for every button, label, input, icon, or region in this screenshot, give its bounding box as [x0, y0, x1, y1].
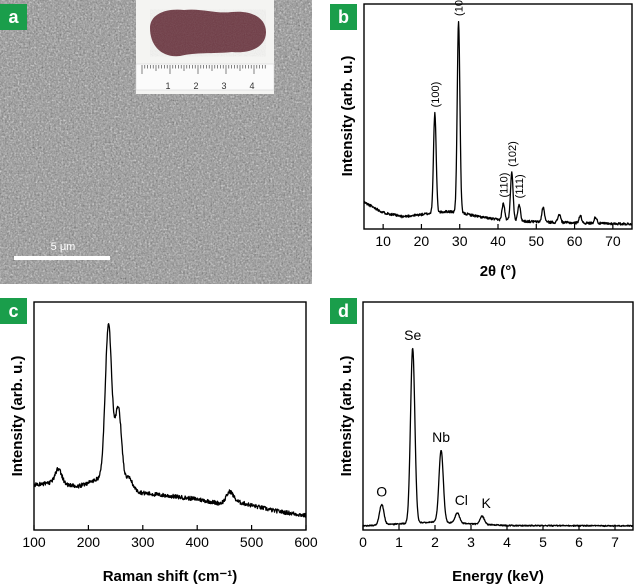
xlabel-c: Raman shift (cm⁻¹): [103, 568, 238, 585]
plot-frame-d: [362, 301, 634, 531]
x-tick-label: 100: [22, 534, 46, 550]
spectrum-line: [33, 323, 307, 518]
ruler-label-4: 4: [249, 81, 254, 91]
x-tick-label: 400: [186, 534, 210, 550]
x-tick-label: 500: [240, 534, 264, 550]
x-tick-label: 30: [452, 233, 468, 249]
scale-bar: [14, 256, 110, 260]
panel-b-label: b: [338, 7, 349, 27]
panel-a-label-box: [0, 4, 27, 30]
peak-label: K: [481, 495, 491, 511]
panel-a: 1 2 3 4 5 μm a: [0, 0, 312, 284]
x-tick-label: 3: [467, 534, 475, 550]
x-tick-label: 40: [490, 233, 506, 249]
panel-d-label: d: [338, 301, 349, 321]
x-tick-label: 2: [431, 534, 439, 550]
photo-inset: 1 2 3 4: [135, 0, 275, 94]
x-tick-label: 6: [575, 534, 583, 550]
peak-label: O: [376, 483, 387, 499]
peak-label: (110): [498, 173, 510, 198]
plot-area-c: 100 200 300 400 500 600: [22, 323, 318, 550]
spectrum-line: [363, 21, 633, 226]
panel-c-label: c: [8, 301, 18, 321]
panel-c-label-box: [0, 298, 27, 324]
panel-d-label-box: [330, 298, 357, 324]
panel-b-label-box: [330, 4, 357, 30]
x-tick-label: 20: [414, 233, 430, 249]
spectrum-line: [362, 347, 634, 528]
plot-frame-c: [33, 301, 307, 531]
peak-label: Cl: [455, 492, 468, 508]
peak-label: (111): [514, 174, 526, 198]
x-tick-label: 1: [395, 534, 403, 550]
x-tick-label: 7: [611, 534, 619, 550]
plot-area-b: 10 20 30 40 50 60 70 (100) (101) (110) (102) (111): [363, 0, 633, 249]
panel-c: c 100 200 300 400 500 600 Raman shift (cm⁻¹) …: [0, 298, 318, 585]
xlabel-d: Energy (keV): [452, 568, 544, 585]
peak-label: Nb: [432, 429, 450, 445]
x-tick-label: 200: [77, 534, 101, 550]
peak-label: (101): [454, 0, 466, 16]
panel-a-label: a: [8, 7, 19, 27]
ruler-label-3: 3: [221, 81, 226, 91]
ruler-label-2: 2: [193, 81, 198, 91]
x-tick-label: 4: [503, 534, 511, 550]
x-tick-label: 0: [359, 534, 367, 550]
peak-label: Se: [404, 327, 421, 343]
ylabel-b: Intensity (arb. u.): [339, 56, 356, 177]
ruler-ticks: [141, 65, 266, 74]
x-tick-label: 600: [294, 534, 318, 550]
ylabel-c: Intensity (arb. u.): [9, 356, 26, 477]
x-tick-label: 5: [539, 534, 547, 550]
x-tick-label: 70: [605, 233, 621, 249]
xlabel-b: 2θ (°): [480, 263, 517, 280]
x-tick-label: 50: [528, 233, 544, 249]
ruler-label-1: 1: [165, 81, 170, 91]
ylabel-d: Intensity (arb. u.): [338, 356, 355, 477]
panel-b: b 10 20 30 40 50 60 70 (100) (101) (110) (102) (111…: [330, 0, 633, 280]
x-tick-label: 10: [375, 233, 391, 249]
x-tick-label: 60: [567, 233, 583, 249]
peak-label: (100): [430, 82, 442, 108]
x-tick-label: 300: [131, 534, 155, 550]
scale-bar-label: 5 μm: [51, 241, 76, 253]
peak-label: (102): [507, 141, 519, 167]
panel-d: d 0 1 2 3 4 5 6 7 O Se Nb Cl K Energy (keV) Intensit…: [330, 298, 634, 585]
plot-area-d: 0 1 2 3 4 5 6 7 O Se Nb Cl K: [359, 327, 634, 550]
